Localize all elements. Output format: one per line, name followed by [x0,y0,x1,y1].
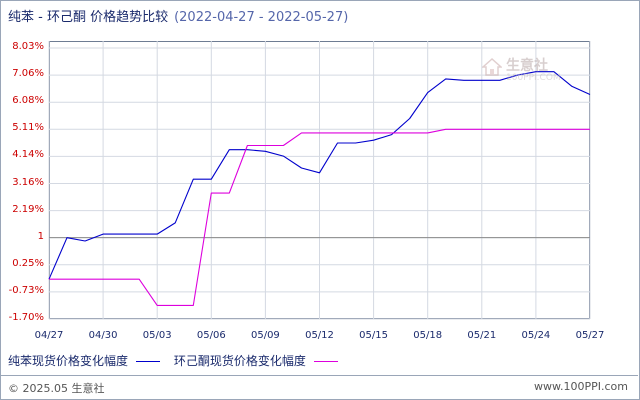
y-tick-label: 8.03% [12,41,44,52]
x-tick-label: 05/09 [250,330,280,341]
y-tick-label: 1 [37,230,44,242]
y-tick-label: 3.16% [12,176,44,188]
chart-title-date-range: (2022-04-27 - 2022-05-27) [174,10,349,25]
footer: © 2025.05 生意社 www.100PPI.com [0,375,638,399]
x-tick-label: 05/06 [196,330,226,341]
x-tick-label: 05/15 [359,330,388,341]
x-tick-label: 05/27 [575,330,605,341]
y-tick-label: 0.25% [12,257,44,269]
y-tick-label: -1.70% [8,312,44,323]
footer-site-link[interactable]: www.100PPI.com [534,380,628,393]
x-tick-label: 05/18 [413,330,443,341]
x-tick-label: 04/27 [34,330,64,341]
watermark-url: 100PPI.COM [506,73,561,83]
legend-label-cyclohexanone: 环己酮现货价格变化幅度 [173,354,306,368]
y-tick-label: 5.11% [12,122,44,134]
x-tick-label: 05/03 [142,330,172,341]
legend-label-benzene: 纯苯现货价格变化幅度 [8,354,129,368]
x-tick-label: 05/24 [521,330,551,341]
house-logo-icon [482,57,502,76]
watermark-text: 生意社 [506,58,548,74]
x-tick-label: 05/12 [305,330,334,341]
y-tick-label: 6.08% [12,95,44,107]
series-line-benzene [48,71,591,280]
footer-copyright: © 2025.05 生意社 [8,382,105,395]
watermark: 生意社 100PPI.COM [480,55,580,89]
chart-title: 纯苯 - 环己酮 价格趋势比较 (2022-04-27 - 2022-05-27) [8,6,348,25]
y-tick-label: 4.14% [12,149,44,161]
legend-swatch-benzene [136,361,161,362]
chart-title-main: 纯苯 - 环己酮 价格趋势比较 [8,10,169,25]
legend-item-benzene: 纯苯现货价格变化幅度 [8,352,161,369]
x-tick-label: 04/30 [88,330,118,341]
legend-item-cyclohexanone: 环己酮现货价格变化幅度 [174,352,338,369]
y-tick-label: 2.19% [12,203,44,215]
y-tick-label: 7.06% [12,68,44,80]
legend-swatch-cyclohexanone [313,361,338,362]
y-tick-label: -0.73% [8,284,44,296]
legend: 纯苯现货价格变化幅度 环己酮现货价格变化幅度 [8,352,348,369]
x-tick-label: 05/21 [467,330,497,341]
series-line-cyclohexanone [49,128,590,306]
